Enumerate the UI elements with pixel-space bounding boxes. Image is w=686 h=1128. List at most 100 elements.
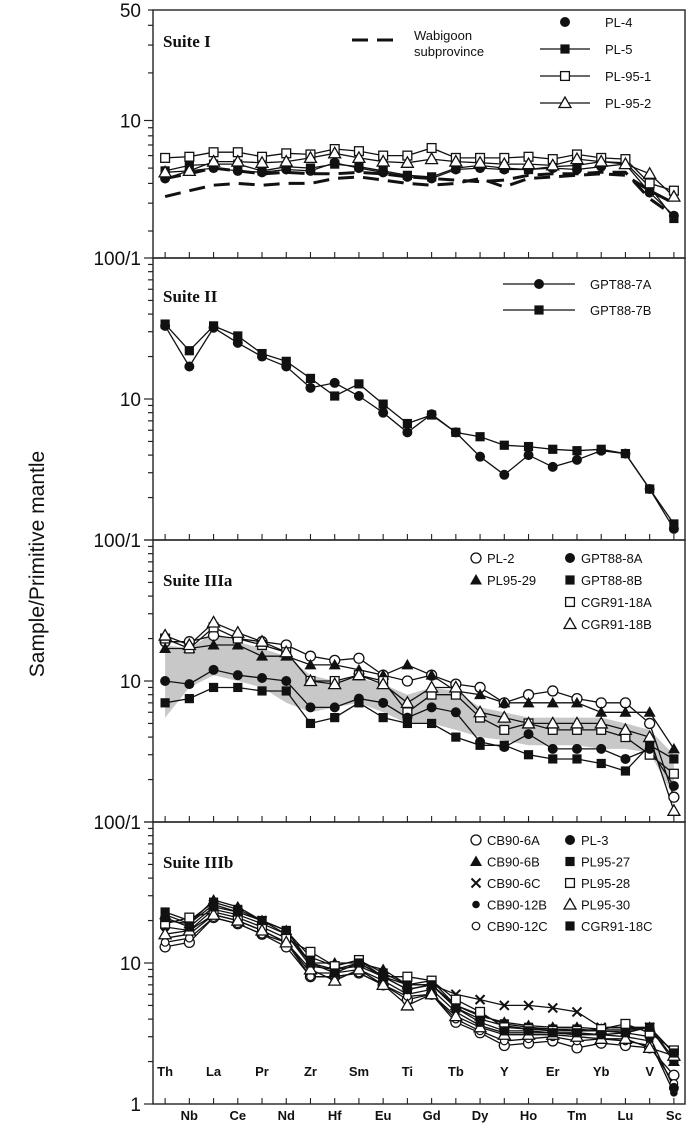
data-point (594, 716, 609, 729)
wabigoon-line (164, 172, 675, 205)
data-point (182, 163, 197, 177)
data-point (305, 952, 316, 962)
data-point (304, 658, 317, 670)
data-point (354, 958, 364, 968)
data-point (353, 391, 364, 402)
series-line (164, 162, 675, 217)
data-point (160, 319, 170, 329)
x-tick-label: Sm (349, 1064, 369, 1079)
legend-marker (557, 95, 573, 109)
data-point (547, 461, 558, 472)
data-point (400, 998, 415, 1011)
data-point (666, 189, 682, 202)
legend-marker (470, 834, 482, 846)
series-line (165, 152, 675, 198)
data-point (305, 958, 316, 968)
data-point (400, 695, 415, 708)
data-point (619, 706, 632, 717)
legend-label: PL-95-1 (605, 69, 651, 84)
data-point (184, 679, 195, 690)
data-point (596, 1030, 606, 1040)
series-line (164, 323, 675, 525)
data-point (329, 702, 340, 713)
data-point (522, 696, 535, 708)
legend-marker (562, 616, 578, 630)
x-tick-label: La (206, 1064, 222, 1079)
series-line (164, 325, 675, 530)
data-point (475, 1017, 485, 1027)
data-point (451, 163, 461, 173)
legend-marker (559, 70, 571, 82)
data-point (305, 163, 316, 173)
data-point (327, 973, 342, 986)
data-point (378, 972, 388, 982)
x-tick-label: Dy (472, 1108, 489, 1123)
data-point (257, 686, 267, 696)
data-point (233, 682, 243, 693)
legend-wabigoon-label: Wabigoon (414, 28, 472, 43)
data-point (256, 650, 269, 661)
data-point (402, 427, 413, 438)
series-line (164, 686, 675, 772)
data-point (618, 722, 633, 736)
data-point (159, 642, 172, 654)
y-tick-label: 10 (120, 672, 141, 693)
data-point (281, 356, 291, 366)
data-point (569, 716, 585, 729)
data-point (475, 432, 485, 442)
panel-title: Suite I (163, 32, 211, 51)
y-tick-label: 10 (120, 390, 141, 411)
data-point (378, 697, 389, 708)
data-point (424, 986, 439, 1000)
data-point (351, 962, 367, 975)
data-point (620, 753, 631, 764)
data-point (499, 440, 509, 450)
data-point (160, 698, 170, 708)
data-point (669, 213, 679, 224)
data-point (184, 912, 195, 923)
data-point (571, 1006, 583, 1018)
data-point (402, 170, 412, 180)
legend-label: CGR91-18A (581, 595, 652, 610)
data-point (668, 791, 680, 803)
data-point (521, 716, 536, 729)
panel-title: Suite II (163, 287, 218, 306)
data-point (254, 155, 270, 168)
y-axis-label: Sample/Primitive mantle (26, 451, 49, 677)
x-tick-label: Nb (181, 1108, 198, 1123)
panel-2: 100/1 10 Suite II GPT88-7A GPT88-7B (93, 249, 686, 541)
data-point (618, 156, 633, 170)
data-point (160, 676, 171, 686)
data-point (521, 156, 536, 170)
x-tick-label: Er (546, 1064, 560, 1079)
data-point (427, 980, 437, 990)
data-point (472, 704, 488, 718)
series-line (164, 906, 675, 1054)
data-point (475, 1006, 486, 1017)
data-point (402, 718, 412, 729)
data-point (184, 922, 194, 932)
data-point (281, 925, 291, 936)
x-tick-label: Ce (229, 1108, 246, 1123)
data-point (497, 156, 512, 170)
legend-label: PL-5 (605, 42, 632, 57)
series-line (165, 634, 675, 798)
legend-label: GPT88-8B (581, 573, 642, 588)
data-point (157, 165, 173, 178)
data-point (545, 158, 560, 171)
legend-label: CB90-6C (487, 876, 540, 891)
data-point (160, 937, 170, 947)
data-point (281, 162, 291, 172)
data-point (279, 935, 294, 948)
legend-label: CGR91-18C (581, 919, 653, 934)
data-point (378, 713, 388, 723)
data-point (596, 743, 607, 754)
data-point (279, 644, 294, 658)
legend-label: PL-95-2 (605, 96, 651, 111)
data-point (548, 1028, 558, 1038)
legend-marker (471, 921, 481, 931)
data-point (642, 1040, 657, 1054)
legend-marker (472, 900, 480, 909)
